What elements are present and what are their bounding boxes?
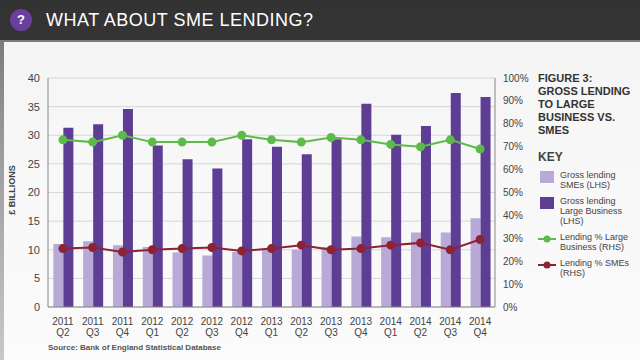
svg-text:2012Q4: 2012Q4 xyxy=(231,316,254,338)
svg-text:0%: 0% xyxy=(503,302,518,313)
html-text:FIGURE 3: GROSS LENDING TO LAR: FIGURE 3: GROSS LENDING TO LARGE BUSINES… xyxy=(538,72,631,136)
svg-text:2011Q2: 2011Q2 xyxy=(52,316,74,338)
html-text:Lending % Large Business (RHS): Lending % Large Business (RHS) xyxy=(560,232,629,252)
svg-text:2012Q2: 2012Q2 xyxy=(171,316,194,338)
svg-text:2014Q4: 2014Q4 xyxy=(469,316,492,338)
svg-text:100%: 100% xyxy=(503,73,529,84)
svg-text:40%: 40% xyxy=(503,210,523,221)
html-text:Gross lending SMEs (LHS): Gross lending SMEs (LHS) xyxy=(560,170,616,190)
svg-text:80%: 80% xyxy=(503,118,523,129)
svg-text:70%: 70% xyxy=(503,141,523,152)
svg-text:2011Q3: 2011Q3 xyxy=(82,316,104,338)
svg-text:20: 20 xyxy=(28,186,40,198)
svg-text:2014Q3: 2014Q3 xyxy=(439,316,462,338)
svg-text:2014Q2: 2014Q2 xyxy=(409,316,432,338)
html-text:Source: Bank of England Statis: Source: Bank of England Statistical Data… xyxy=(48,343,221,352)
svg-text:2013Q3: 2013Q3 xyxy=(320,316,343,338)
svg-text:15: 15 xyxy=(28,215,40,227)
svg-text:2012Q3: 2012Q3 xyxy=(201,316,224,338)
svg-text:5: 5 xyxy=(34,272,40,284)
html-text:£ BILLIONS: £ BILLIONS xyxy=(7,165,17,215)
html-text:KEY: KEY xyxy=(538,150,563,164)
svg-text:2012Q1: 2012Q1 xyxy=(141,316,164,338)
svg-text:35: 35 xyxy=(28,101,40,113)
svg-text:2014Q1: 2014Q1 xyxy=(380,316,403,338)
svg-text:90%: 90% xyxy=(503,95,523,106)
svg-text:2013Q2: 2013Q2 xyxy=(290,316,313,338)
html-text:WHAT ABOUT SME LENDING?: WHAT ABOUT SME LENDING? xyxy=(46,10,314,30)
svg-text:40: 40 xyxy=(28,72,40,84)
svg-text:10%: 10% xyxy=(503,279,523,290)
svg-text:2013Q1: 2013Q1 xyxy=(260,316,283,338)
svg-text:30: 30 xyxy=(28,129,40,141)
svg-text:25: 25 xyxy=(28,158,40,170)
html-text:Lending % SMEs (RHS): Lending % SMEs (RHS) xyxy=(560,258,629,278)
svg-text:50%: 50% xyxy=(503,187,523,198)
svg-text:20%: 20% xyxy=(503,256,523,267)
svg-text:2011Q4: 2011Q4 xyxy=(112,316,134,338)
svg-text:60%: 60% xyxy=(503,164,523,175)
svg-text:10: 10 xyxy=(28,244,40,256)
svg-text:30%: 30% xyxy=(503,233,523,244)
svg-text:0: 0 xyxy=(34,301,40,313)
html-text:Gross lending Large Business (: Gross lending Large Business (LHS) xyxy=(560,196,622,226)
svg-text:2013Q4: 2013Q4 xyxy=(350,316,373,338)
